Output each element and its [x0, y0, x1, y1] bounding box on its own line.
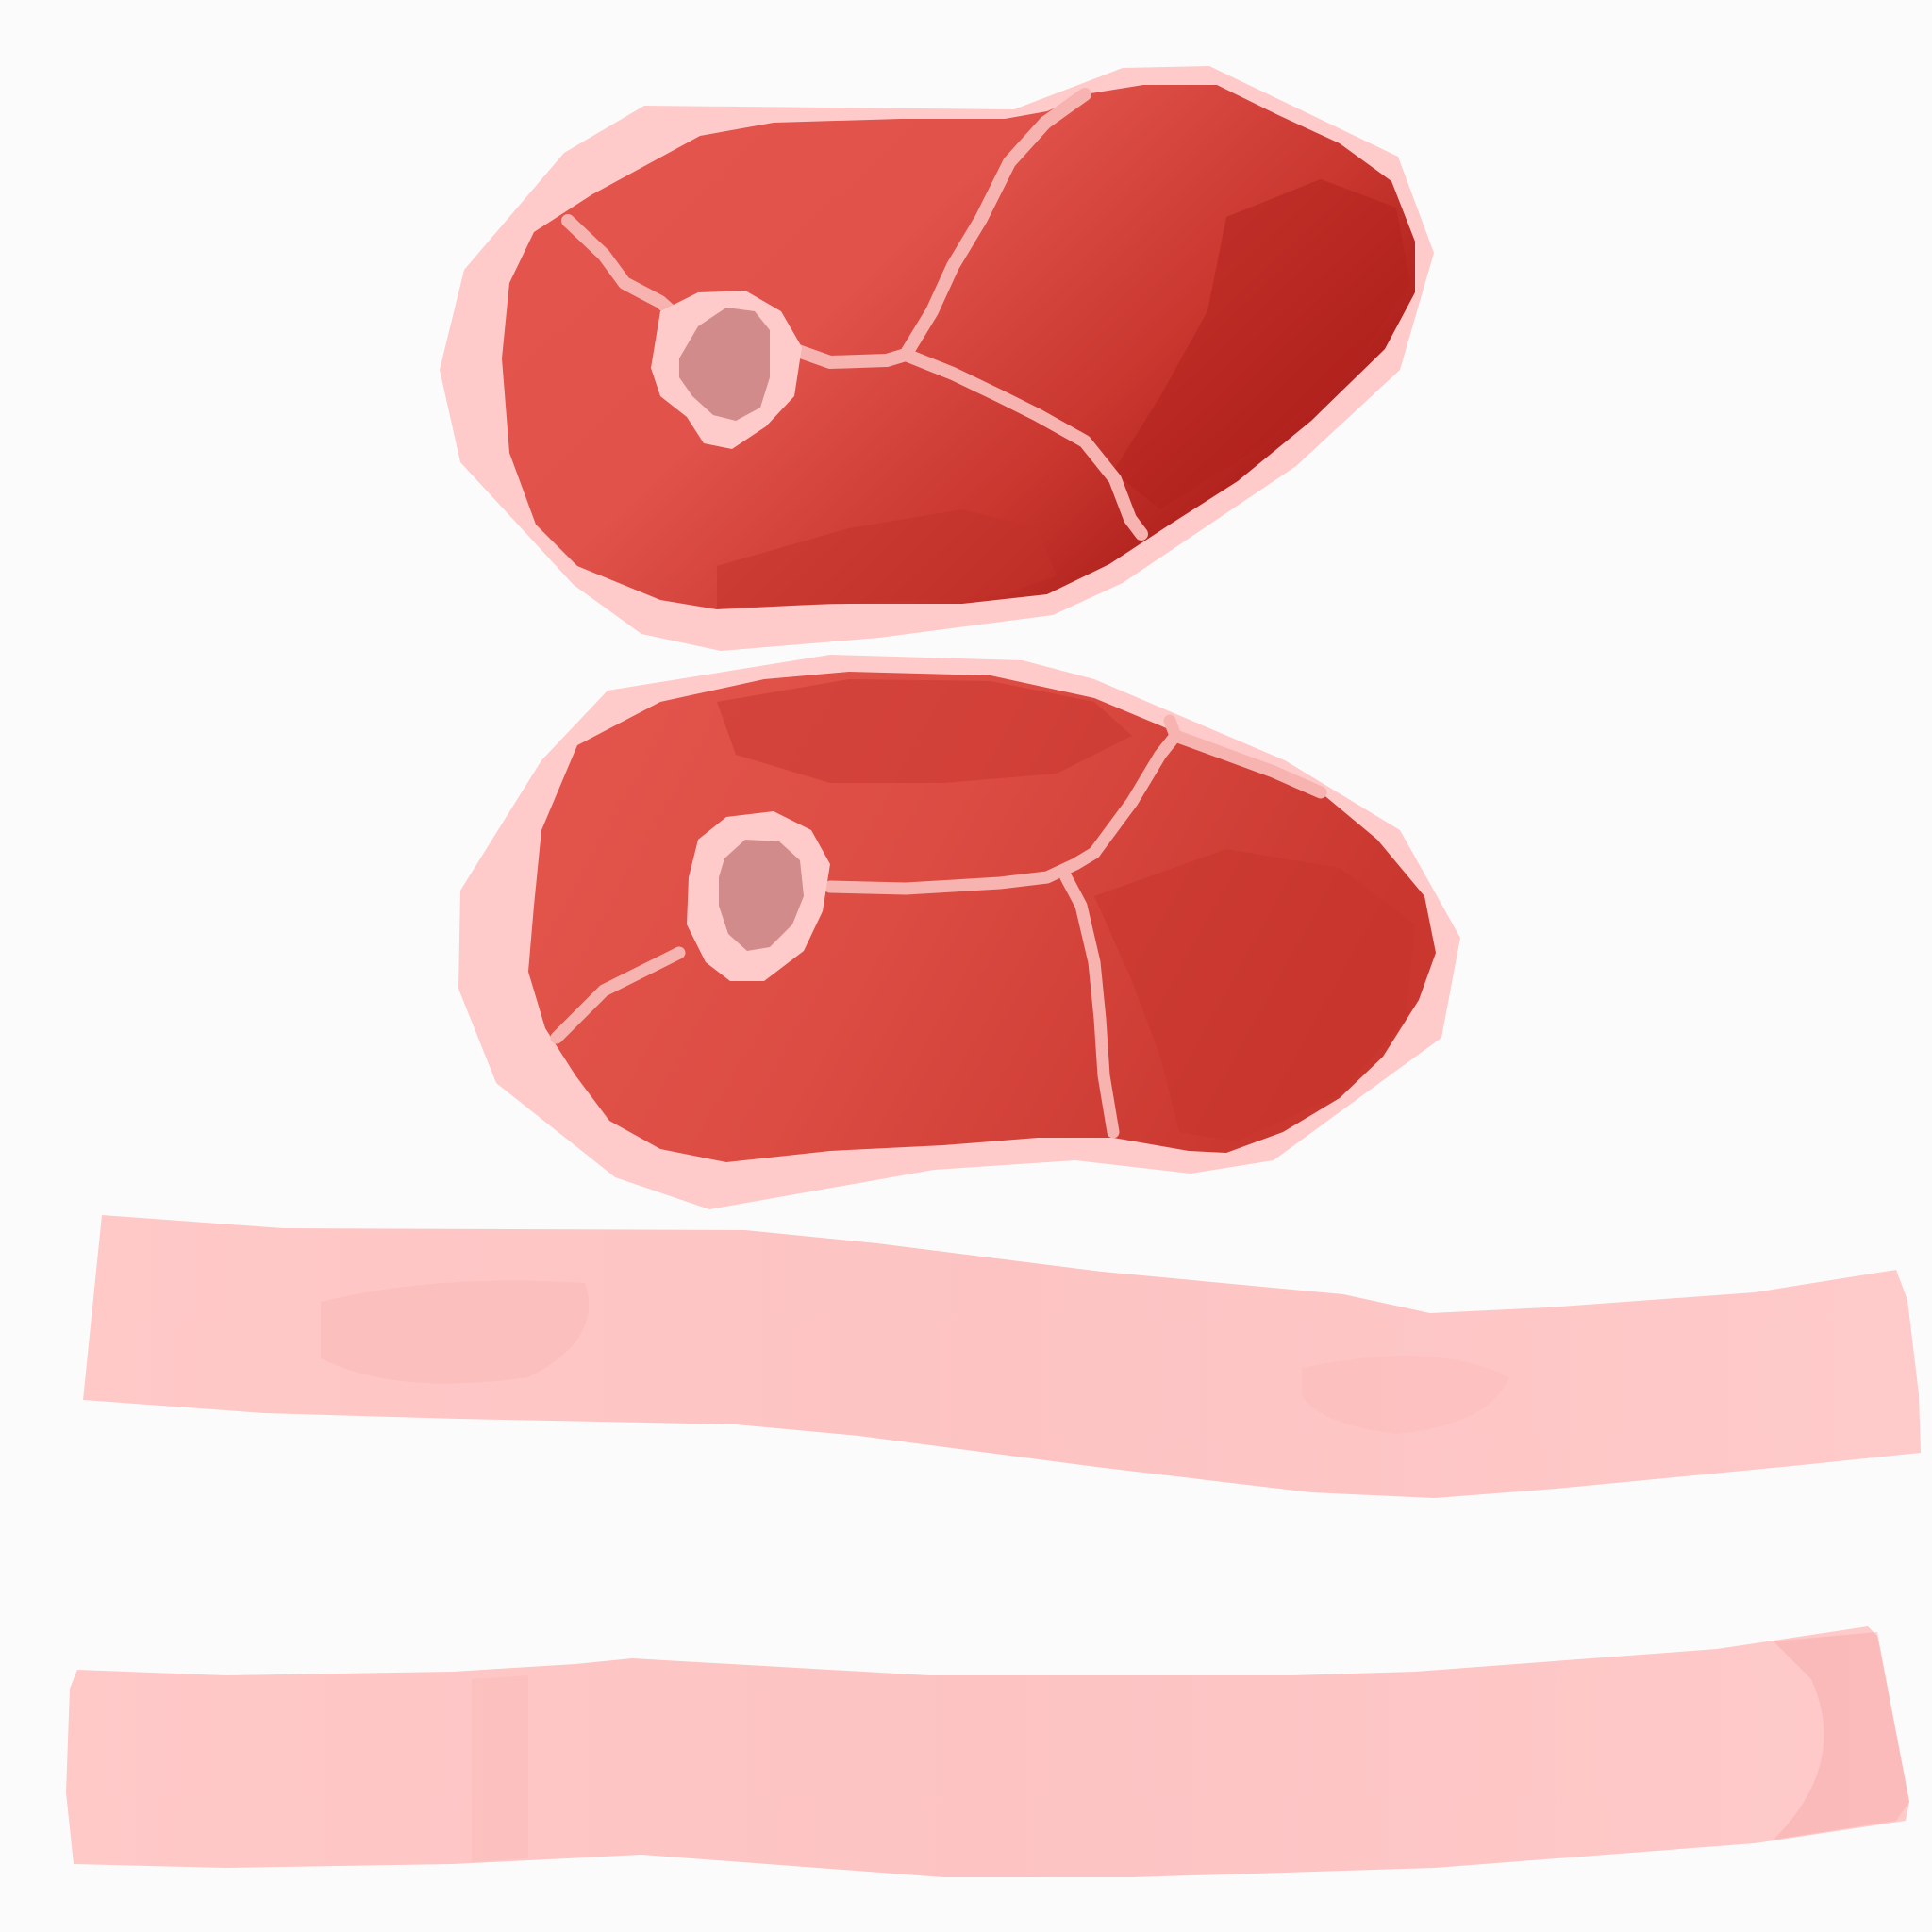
fat-strip-top-shading [321, 1280, 589, 1384]
fat-strip-bottom [66, 1626, 1909, 1877]
steak-top [440, 66, 1434, 651]
fat-strip-bottom-shading-2 [472, 1675, 528, 1862]
steak-top-bone [651, 291, 802, 449]
steak-bottom-shade-2 [717, 679, 1132, 783]
steak-top-marbling [561, 88, 1148, 541]
steak-top-shade [1113, 179, 1410, 509]
fat-strip-top-body [83, 1215, 1921, 1498]
fat-strip-bottom-shading [1774, 1632, 1909, 1840]
fat-strip-bottom-body [66, 1626, 1909, 1877]
steak-top-shade-2 [717, 509, 1057, 608]
fat-strip-top [83, 1215, 1921, 1498]
steak-bottom-marbling [550, 714, 1327, 1139]
fat-strip-top-shading-2 [1302, 1356, 1509, 1434]
steak-bottom-shade [1094, 849, 1415, 1141]
steak-bottom-bone [687, 811, 830, 981]
steak-bottom [458, 655, 1460, 1209]
